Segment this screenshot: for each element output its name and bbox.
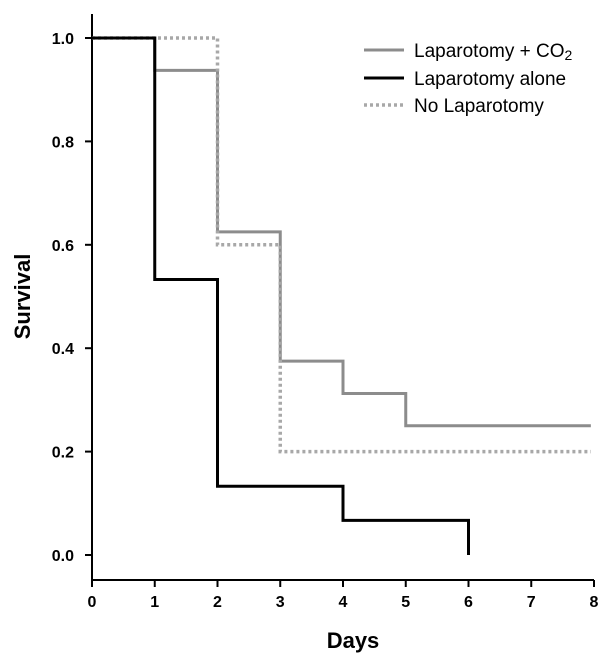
y-tick-label: 1.0 [52,31,74,48]
axes: 0.0 0.2 0.4 0.6 0.8 1.0 0 1 2 3 4 5 6 7 8 [52,14,599,611]
y-axis-title: Survival [10,254,35,340]
legend-label-0: Laparotomy + CO2 [414,41,573,63]
series-layer [92,36,591,555]
x-tick-label: 4 [339,594,348,611]
legend-label-text: Laparotomy + CO [414,41,565,62]
legend-label-text: Laparotomy alone [414,69,566,90]
series-line-1 [92,36,470,555]
legend-label-text: No Laparotomy [414,96,544,117]
legend-label-subscript: 2 [565,47,573,63]
legend: Laparotomy + CO2 Laparotomy alone No Lapar… [364,41,573,117]
x-tick-label: 7 [527,594,536,611]
y-tick-label: 0.4 [52,341,74,358]
y-tick-label: 0.6 [52,238,74,255]
y-tick-label: 0.0 [52,548,74,565]
x-tick-label: 1 [150,594,159,611]
legend-label-1: Laparotomy alone [414,69,566,90]
x-tick-label: 8 [590,594,599,611]
x-tick-label: 2 [213,594,222,611]
legend-label-2: No Laparotomy [414,96,544,117]
x-tick-label: 5 [401,594,410,611]
series-line-2 [92,36,591,454]
x-tick-label: 0 [88,594,97,611]
x-axis-title: Days [327,628,380,653]
x-tick-label: 3 [276,594,285,611]
y-tick-label: 0.8 [52,134,74,151]
y-tick-label: 0.2 [52,445,74,462]
x-tick-label: 6 [464,594,473,611]
